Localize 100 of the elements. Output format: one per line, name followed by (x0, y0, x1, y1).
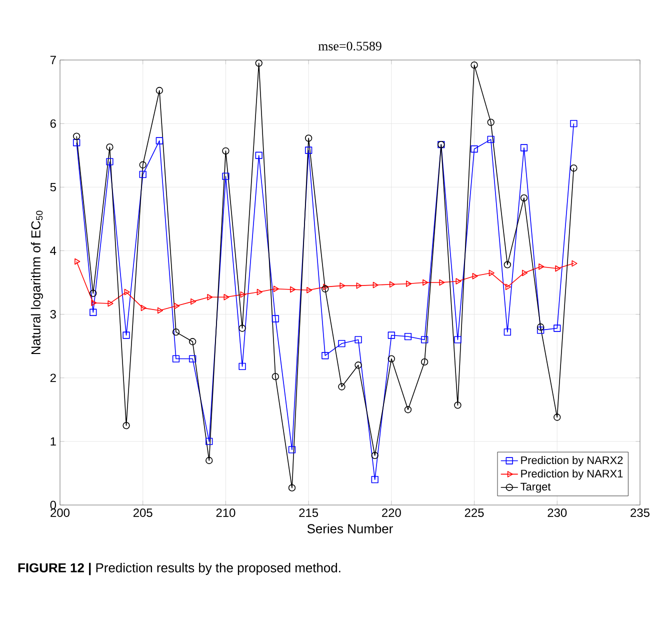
y-tick-label: 4 (50, 246, 56, 255)
text: FIGURE 12 | Prediction results by the proposed method. (18, 562, 340, 576)
point (388, 355, 396, 362)
point (108, 300, 114, 307)
point (420, 358, 428, 366)
point (174, 302, 180, 310)
y-tick-label: 1 (50, 437, 56, 446)
point (555, 265, 561, 272)
x-tick-label: 205 (133, 508, 152, 517)
point (288, 446, 296, 454)
point (520, 144, 528, 152)
point (536, 323, 544, 331)
point (207, 294, 213, 300)
point (273, 286, 280, 292)
point (570, 164, 578, 172)
point (256, 288, 262, 296)
point (340, 282, 346, 289)
point (156, 137, 164, 144)
point (304, 134, 312, 142)
x-tick-label: 215 (299, 508, 318, 517)
point (255, 152, 262, 159)
point (572, 260, 578, 267)
point (439, 279, 445, 286)
chart-title: mse=0.5589 (318, 42, 382, 51)
x-tick-label: 235 (630, 508, 650, 517)
point (240, 291, 246, 298)
point (372, 282, 378, 288)
point (272, 315, 280, 322)
point (388, 332, 396, 339)
point (487, 136, 494, 144)
point (72, 132, 80, 140)
y-axis-title: Natural logarithm of EC$_{50}$ (30, 210, 43, 354)
x-tick-label: 200 (50, 508, 70, 517)
point (371, 476, 378, 484)
x-tick-label: 220 (382, 508, 401, 517)
point (238, 362, 246, 370)
point (106, 158, 114, 166)
y-tick-label: 2 (50, 374, 56, 382)
point (354, 336, 362, 344)
point (354, 362, 362, 369)
legend-label: Target (520, 482, 551, 493)
point (488, 270, 494, 276)
point (222, 172, 230, 180)
point (472, 272, 478, 280)
point (238, 324, 246, 332)
y-tick-label: 6 (50, 119, 56, 128)
y-tick-label: 7 (50, 56, 56, 64)
x-tick-label: 210 (216, 508, 236, 517)
point (406, 280, 412, 287)
point (139, 161, 146, 168)
point (304, 146, 312, 154)
point (470, 62, 478, 69)
point (404, 406, 412, 414)
point (74, 258, 80, 265)
point (470, 145, 478, 153)
point (172, 355, 180, 362)
point (454, 336, 462, 344)
point (504, 261, 512, 268)
point (404, 332, 412, 340)
legend-label: Prediction by NARX1 (521, 469, 623, 480)
point (356, 282, 362, 289)
point (124, 288, 130, 296)
point (288, 484, 296, 492)
legend-label: Prediction by NARX2 (521, 456, 623, 466)
point (90, 290, 97, 297)
point (188, 338, 196, 346)
x-tick-label: 230 (548, 508, 567, 517)
point (140, 304, 146, 312)
point (72, 139, 80, 146)
point (156, 86, 164, 94)
point (139, 170, 146, 178)
point (522, 270, 528, 276)
y-tick-label: 3 (50, 310, 56, 319)
x-axis-title: Series Number (307, 524, 393, 534)
point (306, 286, 312, 294)
point (157, 307, 164, 314)
point (188, 355, 196, 362)
point (520, 194, 528, 202)
point (389, 281, 396, 288)
point (190, 298, 196, 305)
y-tick-label: 5 (50, 182, 56, 192)
point (338, 340, 346, 348)
point (272, 373, 280, 380)
point (554, 324, 561, 332)
point (90, 308, 97, 316)
point (570, 120, 578, 128)
point (536, 326, 544, 334)
point (456, 278, 462, 284)
point (222, 147, 230, 154)
point (91, 300, 97, 306)
point (505, 284, 512, 290)
point (172, 328, 180, 336)
point (322, 352, 329, 360)
point (106, 144, 114, 151)
x-tick-label: 225 (464, 508, 484, 517)
point (420, 336, 428, 344)
point (371, 452, 378, 459)
point (504, 328, 512, 336)
point (554, 414, 561, 421)
point (206, 438, 213, 446)
